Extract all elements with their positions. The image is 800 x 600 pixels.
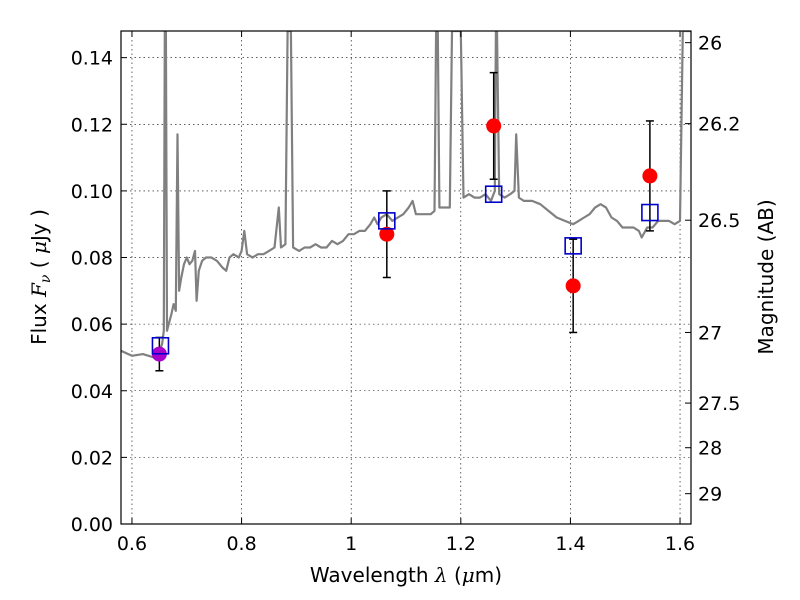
- y-axis-ticks: 0.00 0.02 0.04 0.06 0.08 0.10 0.12 0.14: [71, 48, 127, 536]
- right-axis-label: Magnitude (AB): [754, 199, 778, 354]
- model-square: [641, 203, 659, 222]
- model-square: [564, 237, 582, 255]
- model-squares-layer: [151, 185, 659, 355]
- y-tick-label: 0.08: [71, 248, 113, 270]
- y-axis-label: Flux Fν ( μJy ): [27, 209, 54, 345]
- x-axis-ticks: 0.6 0.8 1 1.2 1.4 1.6: [117, 31, 695, 555]
- x-tick-label: 1.4: [555, 533, 585, 555]
- x-axis-label: Wavelength λ (μm): [310, 563, 502, 587]
- right-tick-label: 26.2: [698, 114, 740, 136]
- observed-points-layer: [151, 118, 658, 362]
- y-tick-label: 0.14: [71, 48, 113, 70]
- spectrum-layer: [121, 31, 691, 359]
- observed-point: [379, 226, 395, 242]
- y-tick-label: 0.02: [71, 447, 113, 469]
- observed-point: [642, 168, 658, 184]
- right-tick-label: 26.5: [698, 210, 740, 232]
- y-tick-label: 0.12: [71, 114, 113, 136]
- grid-lines: [121, 31, 691, 524]
- model-square: [484, 185, 503, 204]
- x-tick-label: 0.6: [117, 533, 147, 555]
- right-tick-label: 29: [698, 484, 722, 506]
- x-tick-label: 1: [345, 533, 357, 555]
- model-square: [151, 336, 170, 355]
- observed-point: [486, 118, 502, 134]
- right-tick-label: 26: [698, 33, 722, 55]
- model-square: [378, 212, 396, 230]
- y-tick-label: 0.10: [71, 181, 113, 203]
- observed-point: [565, 278, 581, 294]
- y-tick-label: 0.00: [71, 514, 113, 536]
- right-axis-ticks: 26 26.2 26.5 27 27.5 28 29: [685, 33, 740, 506]
- x-tick-label: 1.6: [665, 533, 695, 555]
- right-tick-label: 28: [698, 438, 722, 460]
- right-tick-label: 27: [698, 322, 722, 344]
- spectrum-line: [121, 31, 691, 359]
- plot-frame: [120, 30, 692, 525]
- x-tick-label: 1.2: [446, 533, 476, 555]
- y-tick-label: 0.04: [71, 381, 113, 403]
- x-tick-label: 0.8: [226, 533, 256, 555]
- right-tick-label: 27.5: [698, 393, 740, 415]
- y-tick-label: 0.06: [71, 314, 113, 336]
